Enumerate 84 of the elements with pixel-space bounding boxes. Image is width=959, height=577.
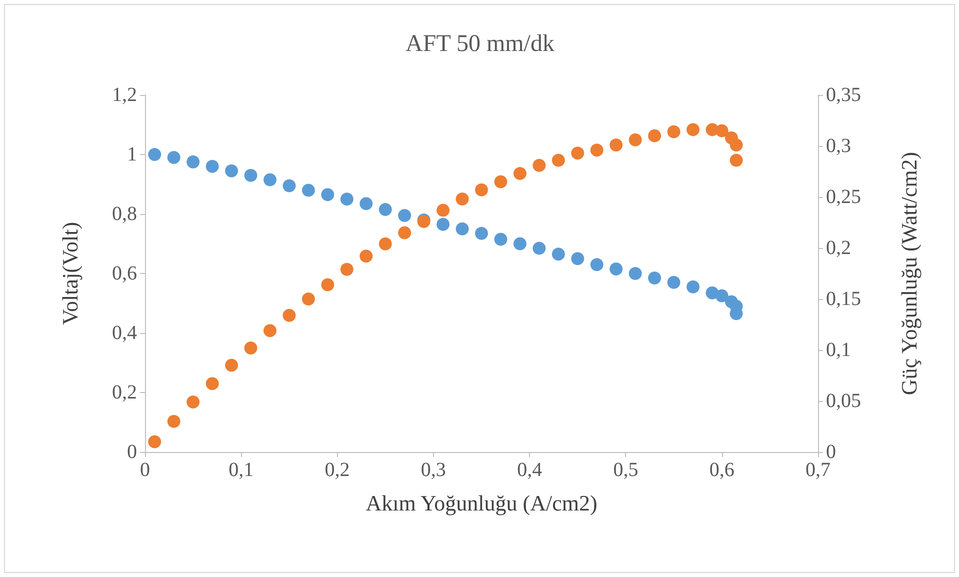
point (590, 258, 604, 272)
y2-tick-label: 0,25 (826, 186, 861, 208)
y2-tick-label: 0,1 (826, 339, 851, 361)
point (456, 222, 469, 236)
point (552, 248, 565, 261)
point (494, 175, 508, 188)
point (225, 358, 238, 372)
point (456, 192, 469, 206)
point (360, 197, 373, 210)
point (686, 123, 700, 136)
y-tick-label: 0,8 (112, 203, 137, 225)
y2-tick-label: 0,05 (826, 390, 861, 412)
y-axis-title: Voltaj(Volt) (58, 222, 82, 326)
y-tick-label: 0,2 (112, 382, 137, 404)
point (590, 144, 604, 157)
point (730, 138, 743, 152)
point (282, 308, 296, 322)
x-tick-label: 0,2 (324, 459, 350, 481)
point (513, 237, 526, 250)
point (148, 148, 162, 161)
point (167, 414, 180, 428)
point (186, 155, 200, 168)
y-tick-label: 1 (127, 144, 137, 166)
x-axis-title: Akım Yoğunluğu (A/cm2) (366, 490, 598, 516)
point (148, 435, 162, 448)
y2-tick-label: 0,2 (826, 237, 851, 259)
y-tick-label: 0,6 (112, 262, 137, 284)
point (378, 203, 392, 216)
point (340, 262, 354, 276)
point (436, 204, 450, 217)
point (494, 232, 508, 246)
y-tick-label: 0,4 (112, 322, 137, 344)
y2-axis-title: Güç Yoğunluğu (Watt/cm2) (896, 152, 922, 396)
point (475, 226, 488, 240)
point (302, 292, 315, 306)
y2-tick-label: 0,35 (826, 84, 861, 106)
point (513, 167, 526, 180)
point (302, 184, 315, 197)
x-tick-label: 0,3 (420, 459, 446, 481)
point (571, 252, 584, 266)
point (206, 160, 219, 173)
point (436, 218, 450, 231)
point (244, 341, 258, 354)
point (378, 237, 392, 250)
point (398, 208, 412, 222)
point (398, 226, 412, 240)
point (628, 133, 642, 146)
point (225, 164, 238, 178)
point (340, 192, 354, 206)
y-tick-label: 0 (127, 441, 137, 463)
point (648, 129, 662, 142)
point (667, 276, 680, 289)
chart-title: AFT 50 mm/dk (406, 31, 554, 57)
point (186, 396, 200, 409)
x-tick-label: 0,5 (613, 459, 638, 481)
point (264, 173, 276, 186)
point (715, 289, 728, 302)
point (206, 377, 219, 390)
point (244, 168, 258, 182)
point (532, 158, 546, 172)
y2-tick-label: 0,3 (826, 135, 851, 157)
point (167, 150, 180, 164)
point (610, 262, 623, 276)
y2-tick-label: 0,15 (826, 288, 861, 310)
point (532, 242, 546, 255)
point (628, 267, 642, 280)
point (321, 278, 334, 292)
x-tick-label: 0,1 (228, 459, 254, 481)
point (667, 125, 680, 138)
point (360, 250, 373, 263)
y-tick-label: 1,2 (112, 84, 137, 106)
point (648, 271, 662, 284)
point (475, 183, 488, 196)
point (610, 138, 623, 152)
point (686, 280, 700, 294)
point (321, 188, 334, 202)
point (571, 146, 584, 160)
point (715, 124, 728, 138)
point (730, 154, 743, 167)
x-tick-label: 0,4 (517, 459, 542, 481)
point (552, 154, 565, 167)
x-tick-label: 0,6 (709, 459, 734, 481)
point (264, 324, 276, 338)
point (282, 179, 296, 192)
